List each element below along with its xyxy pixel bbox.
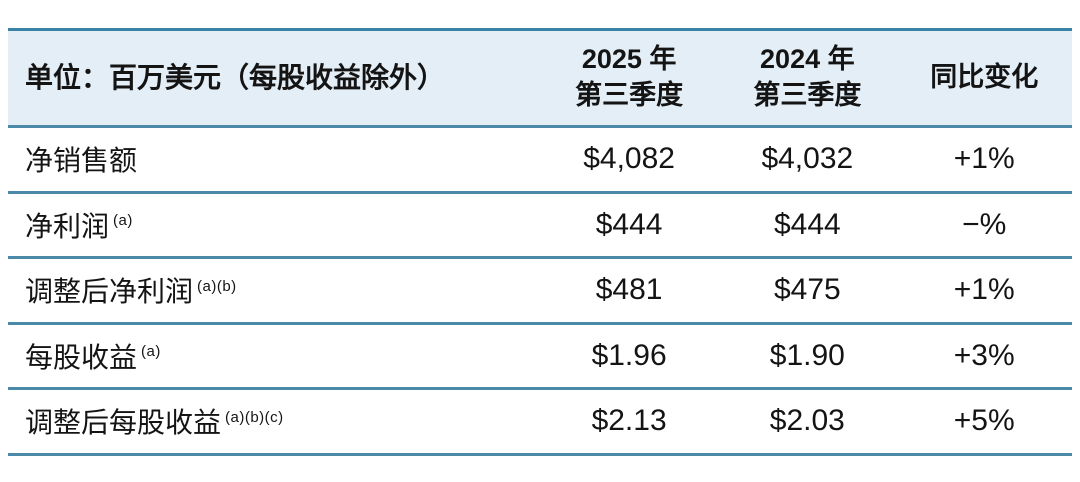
column-header-year: 2025 年 xyxy=(581,44,677,75)
table-row-eps: 每股收益 (a) $1.96 $1.90 +3% xyxy=(8,323,1072,390)
value-q3-2024: $2.03 xyxy=(718,388,897,456)
value-yoy-change: +5% xyxy=(896,388,1072,456)
column-header-year: 2024 年 xyxy=(760,44,855,75)
row-label: 每股收益 xyxy=(25,341,138,373)
column-header-quarter: 第三季度 xyxy=(575,80,684,110)
row-label-cell: 净利润 (a) xyxy=(8,192,540,259)
row-label: 调整后净利润 xyxy=(25,276,194,308)
value-q3-2025: $1.96 xyxy=(540,323,719,390)
row-label-cell: 净销售额 xyxy=(8,126,540,194)
footnote-marker: (a)(b)(c) xyxy=(225,408,284,426)
value-yoy-change: +1% xyxy=(896,126,1072,194)
row-label: 净销售额 xyxy=(25,145,138,177)
table-header-row: 单位：百万美元（每股收益除外） 2025 年 第三季度 2024 年 第三季度 … xyxy=(8,28,1072,128)
value-q3-2025: $2.13 xyxy=(540,388,719,456)
quarterly-results-table: 单位：百万美元（每股收益除外） 2025 年 第三季度 2024 年 第三季度 … xyxy=(8,28,1072,456)
column-header-label: 同比变化 xyxy=(930,62,1039,93)
row-label: 调整后每股收益 xyxy=(25,407,222,439)
value-q3-2024: $4,032 xyxy=(718,126,897,194)
value-yoy-change: −% xyxy=(896,192,1072,259)
unit-header-cell: 单位：百万美元（每股收益除外） xyxy=(8,28,540,128)
table-row-adjusted-net-income: 调整后净利润 (a)(b) $481 $475 +1% xyxy=(8,257,1072,325)
table-row-net-income: 净利润 (a) $444 $444 −% xyxy=(8,192,1072,259)
row-label-cell: 每股收益 (a) xyxy=(8,323,540,390)
unit-header-label: 单位：百万美元（每股收益除外） xyxy=(25,61,446,93)
column-header-quarter: 第三季度 xyxy=(753,80,862,110)
table-row-adjusted-eps: 调整后每股收益 (a)(b)(c) $2.13 $2.03 +5% xyxy=(8,388,1072,456)
value-q3-2025: $4,082 xyxy=(540,126,719,194)
value-q3-2024: $1.90 xyxy=(718,323,897,390)
column-header-q3-2024: 2024 年 第三季度 xyxy=(718,28,897,128)
column-header-q3-2025: 2025 年 第三季度 xyxy=(540,28,719,128)
column-header-yoy-change: 同比变化 xyxy=(896,28,1072,128)
value-q3-2024: $444 xyxy=(718,192,897,259)
value-q3-2024: $475 xyxy=(718,257,897,325)
value-q3-2025: $444 xyxy=(540,192,719,259)
row-label: 净利润 xyxy=(25,210,110,242)
value-yoy-change: +3% xyxy=(896,323,1072,390)
footnote-marker: (a) xyxy=(113,212,133,230)
value-q3-2025: $481 xyxy=(540,257,719,325)
row-label-cell: 调整后每股收益 (a)(b)(c) xyxy=(8,388,540,456)
value-yoy-change: +1% xyxy=(896,257,1072,325)
row-label-cell: 调整后净利润 (a)(b) xyxy=(8,257,540,325)
footnote-marker: (a) xyxy=(141,343,161,361)
footnote-marker: (a)(b) xyxy=(197,277,237,295)
table-row-net-sales: 净销售额 $4,082 $4,032 +1% xyxy=(8,126,1072,194)
